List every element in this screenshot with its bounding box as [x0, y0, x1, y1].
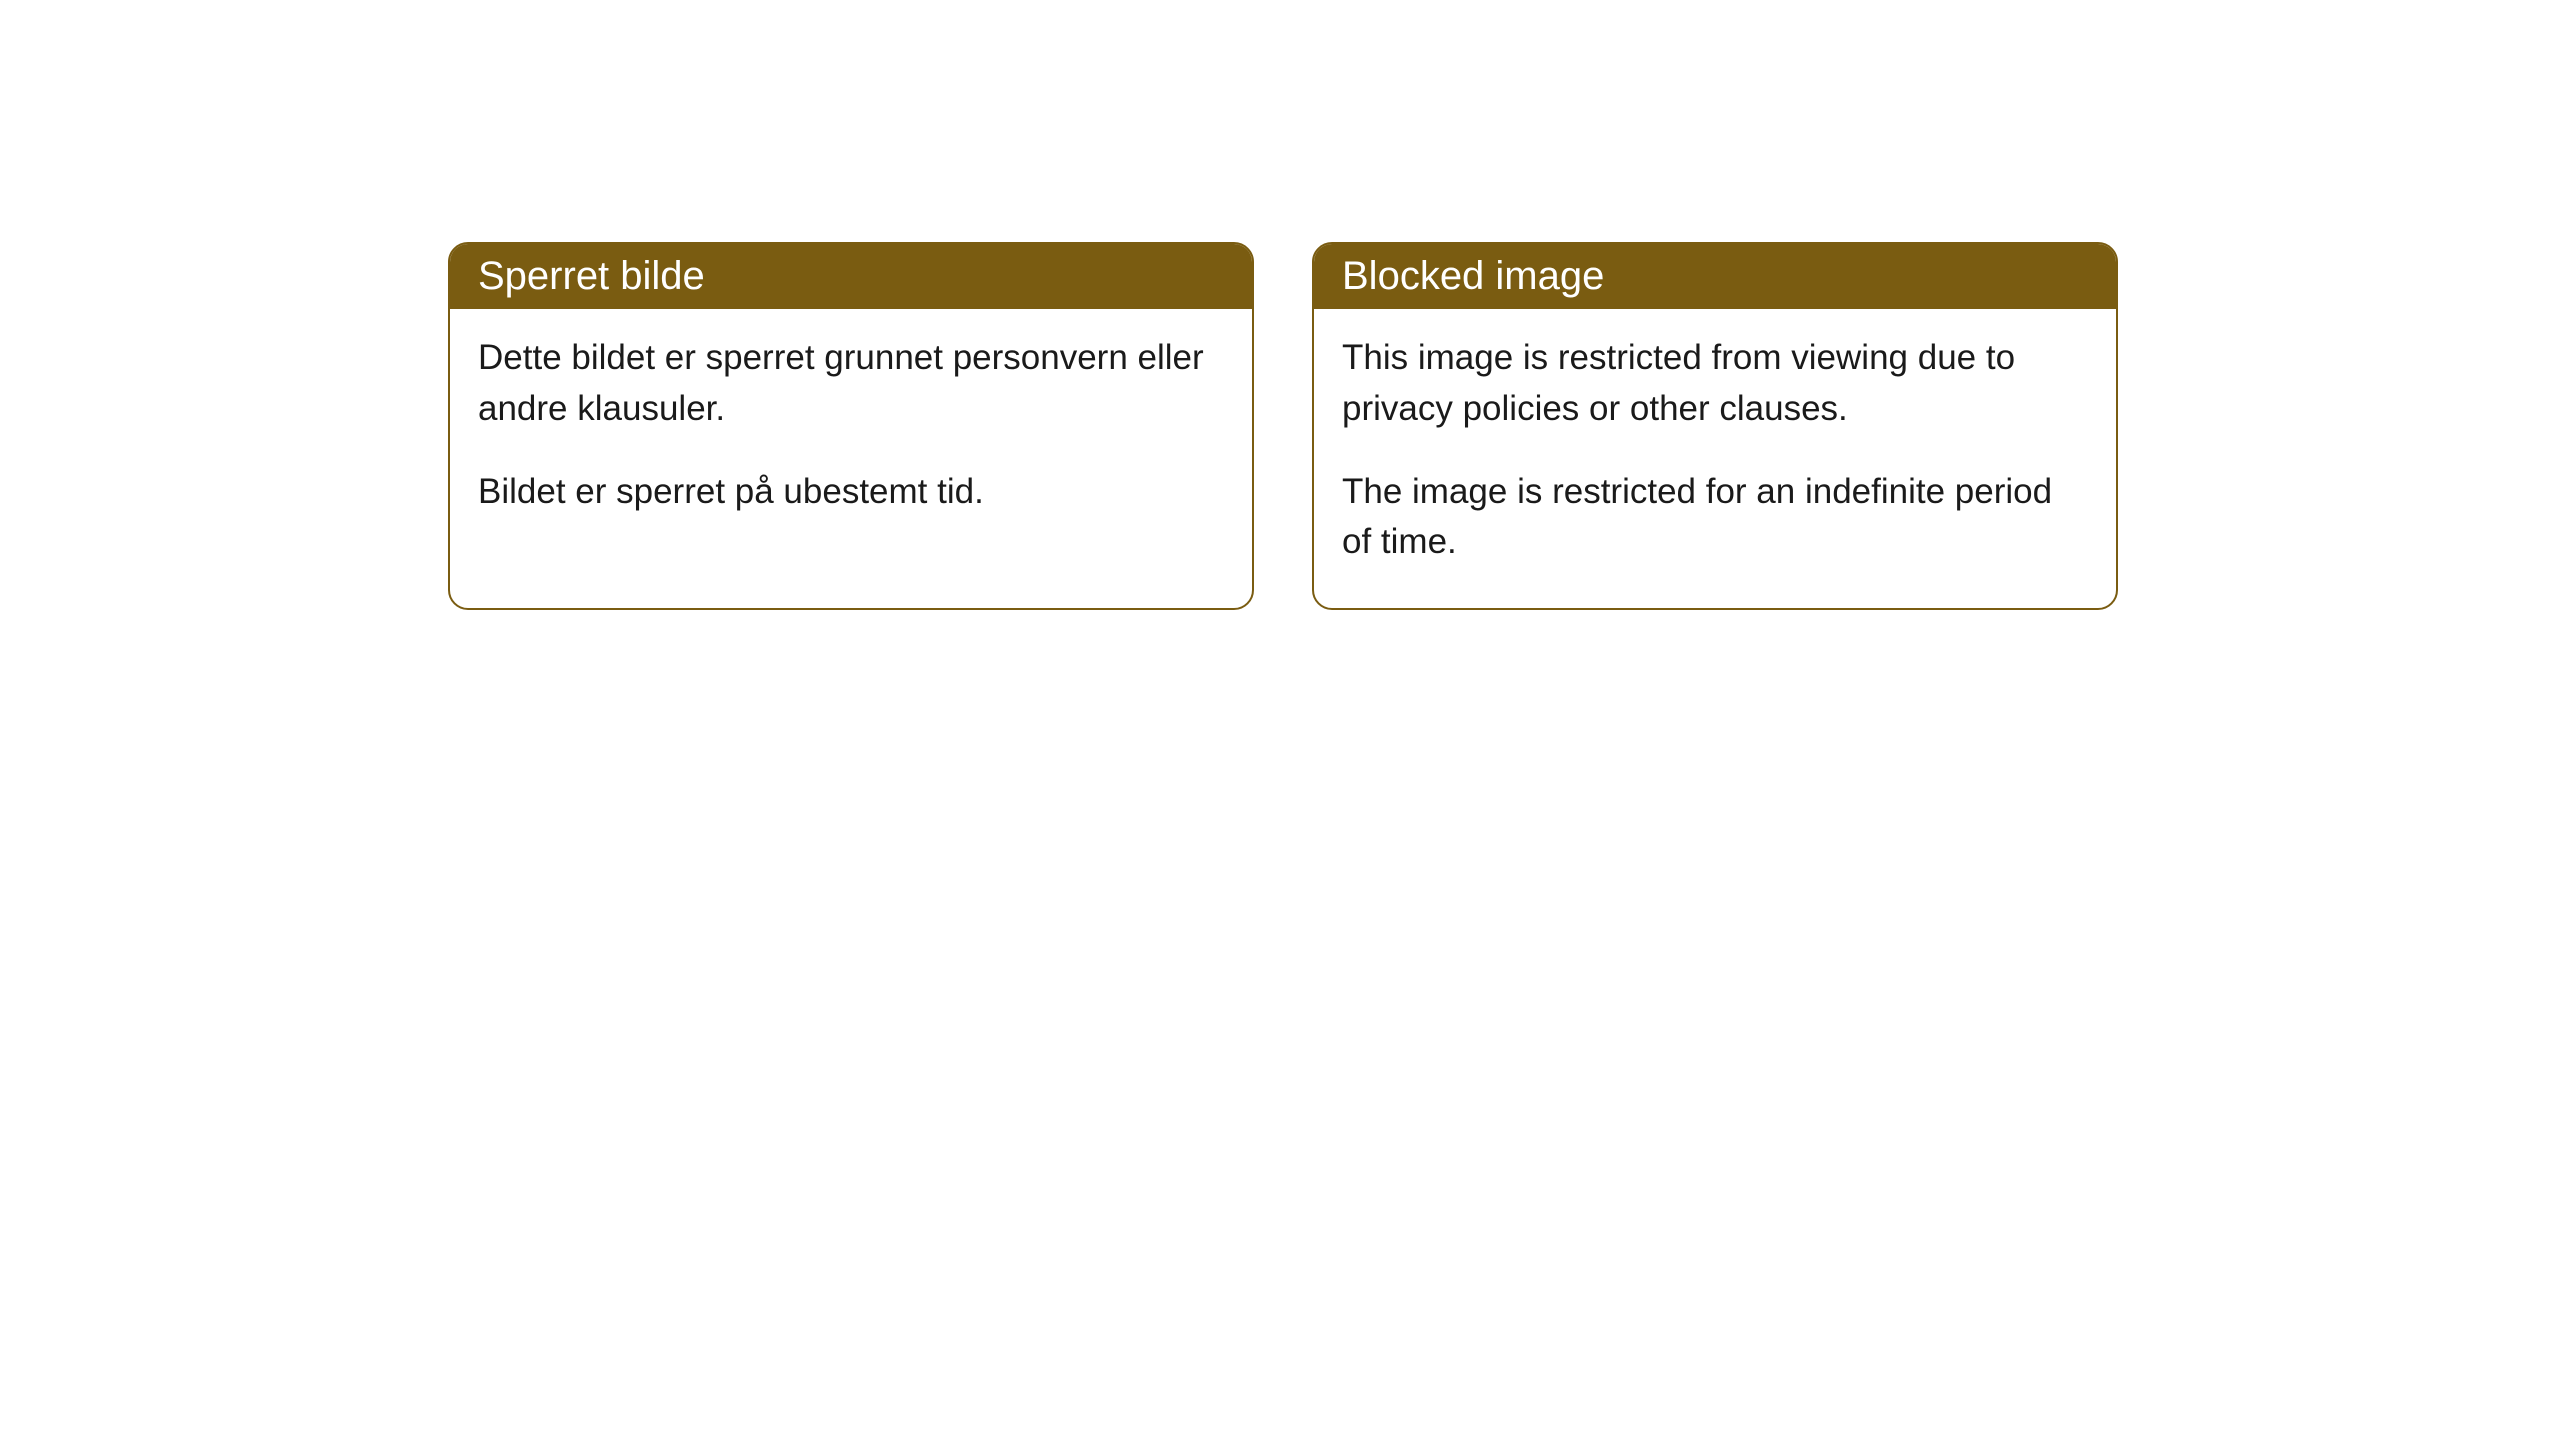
notice-card-norwegian: Sperret bilde Dette bildet er sperret gr… — [448, 242, 1254, 610]
notice-paragraph: The image is restricted for an indefinit… — [1342, 467, 2088, 569]
notice-container: Sperret bilde Dette bildet er sperret gr… — [448, 242, 2118, 610]
notice-header-english: Blocked image — [1314, 244, 2116, 309]
notice-body-english: This image is restricted from viewing du… — [1314, 309, 2116, 608]
notice-title: Blocked image — [1342, 254, 1604, 298]
notice-paragraph: Dette bildet er sperret grunnet personve… — [478, 333, 1224, 435]
notice-header-norwegian: Sperret bilde — [450, 244, 1252, 309]
notice-card-english: Blocked image This image is restricted f… — [1312, 242, 2118, 610]
notice-paragraph: Bildet er sperret på ubestemt tid. — [478, 467, 1224, 518]
notice-paragraph: This image is restricted from viewing du… — [1342, 333, 2088, 435]
notice-body-norwegian: Dette bildet er sperret grunnet personve… — [450, 309, 1252, 557]
notice-title: Sperret bilde — [478, 254, 705, 298]
